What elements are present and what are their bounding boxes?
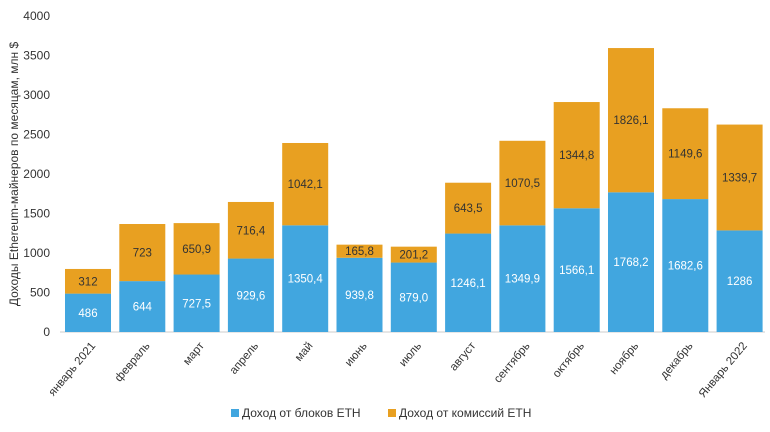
bar-fees bbox=[282, 142, 329, 226]
data-label: 1826,1 bbox=[613, 115, 648, 127]
data-label: 929,6 bbox=[237, 290, 266, 302]
data-label: 939,8 bbox=[345, 290, 374, 302]
y-tick-label: 2000 bbox=[23, 167, 50, 181]
y-tick-label: 2500 bbox=[23, 128, 50, 142]
bar-fees bbox=[716, 124, 763, 231]
x-tick-label: апрель bbox=[228, 340, 261, 377]
x-tick-label: июль bbox=[397, 340, 424, 369]
data-label: 727,5 bbox=[182, 298, 211, 310]
data-label: 716,4 bbox=[237, 225, 266, 237]
data-label: 650,9 bbox=[182, 244, 211, 256]
bar-fees bbox=[662, 108, 709, 200]
data-label: 644 bbox=[133, 302, 153, 314]
data-label: 1042,1 bbox=[288, 179, 323, 191]
data-label: 1682,6 bbox=[668, 261, 703, 273]
y-tick-label: 500 bbox=[30, 286, 50, 300]
x-tick-label: май bbox=[293, 340, 316, 364]
data-label: 1149,6 bbox=[668, 149, 702, 161]
bar-blocks bbox=[716, 230, 763, 332]
bar-fees bbox=[119, 224, 166, 282]
y-tick-label: 1000 bbox=[23, 246, 50, 260]
legend: Доход от блоков ETH Доход от комиссий ET… bbox=[231, 406, 531, 420]
data-label: 201,2 bbox=[399, 250, 428, 262]
bar-blocks bbox=[390, 262, 437, 332]
bar-blocks bbox=[553, 208, 600, 332]
bar-blocks bbox=[173, 274, 220, 332]
y-axis-label: Доходы Ethereum-майнеров по месяцам, млн… bbox=[7, 42, 21, 307]
x-tick-label: февраль bbox=[113, 340, 153, 384]
bar-fees bbox=[173, 223, 220, 275]
bar-fees bbox=[227, 201, 274, 259]
bar-fees bbox=[608, 48, 654, 193]
data-label: 1349,9 bbox=[505, 274, 540, 286]
y-tick-label: 3500 bbox=[23, 49, 50, 63]
x-tick-label: март bbox=[181, 340, 207, 368]
bar-blocks bbox=[336, 257, 383, 332]
data-label: 1070,5 bbox=[505, 178, 540, 190]
data-label: 879,0 bbox=[399, 292, 428, 304]
bar-blocks bbox=[499, 225, 546, 332]
bar-blocks bbox=[282, 225, 329, 332]
x-tick-label: ноябрь bbox=[608, 340, 642, 377]
bar-blocks bbox=[445, 233, 492, 332]
bar-fees bbox=[336, 244, 383, 258]
x-tick-label: декабрь bbox=[658, 340, 695, 381]
data-label: 1339,7 bbox=[722, 172, 757, 184]
y-tick-label: 3000 bbox=[23, 88, 50, 102]
bar-blocks bbox=[662, 199, 709, 332]
x-tick-label: октябрь bbox=[551, 340, 587, 380]
x-tick-label: Январь 2022 bbox=[697, 340, 750, 400]
data-label: 1566,1 bbox=[559, 265, 594, 277]
bar-blocks bbox=[65, 293, 111, 332]
legend-label-blocks: Доход от блоков ETH bbox=[242, 406, 361, 420]
data-label: 1350,4 bbox=[288, 274, 324, 286]
bar-blocks bbox=[119, 281, 166, 332]
data-label: 1246,1 bbox=[451, 278, 486, 290]
bar-blocks bbox=[227, 258, 274, 332]
data-label: 165,8 bbox=[345, 246, 374, 258]
x-tick-label: июнь bbox=[343, 340, 370, 369]
data-label: 486 bbox=[78, 308, 97, 320]
y-tick-label: 4000 bbox=[23, 9, 50, 23]
x-tick-label: январь 2021 bbox=[47, 340, 99, 398]
data-label: 1344,8 bbox=[559, 150, 594, 162]
bar-fees bbox=[499, 140, 546, 226]
legend-swatch-fees bbox=[388, 409, 396, 417]
bar-fees bbox=[553, 102, 600, 209]
x-tick-label: август bbox=[448, 340, 479, 374]
bar-fees bbox=[65, 268, 111, 294]
bar-fees bbox=[390, 246, 437, 263]
data-label: 643,5 bbox=[454, 203, 483, 215]
y-tick-label: 1500 bbox=[23, 207, 50, 221]
legend-swatch-blocks bbox=[231, 409, 239, 417]
data-label: 1286 bbox=[727, 276, 753, 288]
bar-blocks bbox=[608, 192, 654, 332]
y-tick-label: 0 bbox=[43, 325, 50, 339]
data-label: 723 bbox=[133, 248, 152, 260]
data-label: 1768,2 bbox=[613, 257, 648, 269]
bar-fees bbox=[445, 182, 492, 234]
x-tick-label: сентябрь bbox=[492, 340, 533, 385]
data-label: 312 bbox=[78, 276, 97, 288]
legend-label-fees: Доход от комиссий ETH bbox=[399, 406, 531, 420]
